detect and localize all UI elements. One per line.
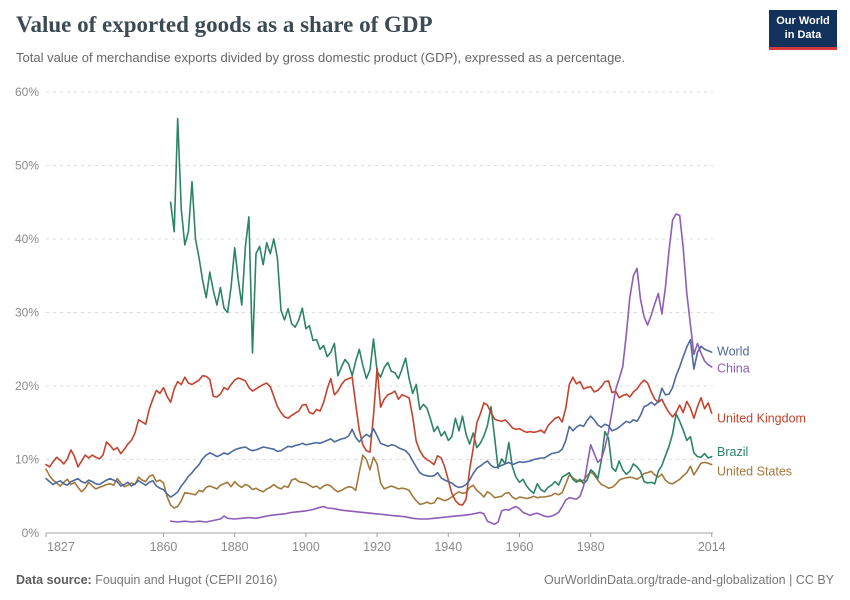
x-axis-label: 1900 bbox=[292, 540, 320, 554]
page-title: Value of exported goods as a share of GD… bbox=[16, 12, 433, 37]
x-axis-label: 1827 bbox=[47, 540, 75, 554]
series-label-china: China bbox=[717, 361, 750, 375]
owid-logo-line1: Our World bbox=[776, 15, 830, 27]
y-axis-label: 40% bbox=[15, 232, 39, 246]
owid-logo-line2: in Data bbox=[784, 28, 822, 41]
series-line-china bbox=[169, 213, 713, 526]
page-subtitle: Total value of merchandise exports divid… bbox=[16, 50, 626, 65]
series-line-united-states bbox=[45, 454, 713, 509]
series-line-united-kingdom bbox=[45, 367, 713, 506]
y-axis-label: 20% bbox=[15, 379, 39, 393]
y-axis-label: 30% bbox=[15, 306, 39, 320]
data-source: Data source: Fouquin and Hugot (CEPII 20… bbox=[16, 573, 277, 587]
y-axis-label: 60% bbox=[15, 85, 39, 99]
x-axis-label: 1980 bbox=[577, 540, 605, 554]
credit-line: OurWorldinData.org/trade-and-globalizati… bbox=[544, 573, 834, 587]
x-axis-label: 1960 bbox=[506, 540, 534, 554]
owid-logo: Our World in Data bbox=[769, 10, 837, 50]
series-label-brazil: Brazil bbox=[717, 445, 748, 459]
series-line-brazil bbox=[169, 117, 713, 495]
x-axis-label: 1940 bbox=[434, 540, 462, 554]
x-axis-label: 1920 bbox=[363, 540, 391, 554]
data-source-value: Fouquin and Hugot (CEPII 2016) bbox=[91, 573, 278, 587]
y-axis-label: 50% bbox=[15, 159, 39, 173]
x-axis-label: 2014 bbox=[698, 540, 726, 554]
y-axis-label: 10% bbox=[15, 453, 39, 467]
x-axis-label: 1880 bbox=[221, 540, 249, 554]
x-axis-label: 1860 bbox=[150, 540, 178, 554]
series-line-world bbox=[45, 338, 713, 498]
series-label-united-kingdom: United Kingdom bbox=[717, 411, 806, 425]
y-axis-label: 0% bbox=[22, 526, 40, 540]
series-label-world: World bbox=[717, 344, 749, 358]
series-label-united-states: United States bbox=[717, 464, 792, 478]
data-source-label: Data source: bbox=[16, 573, 92, 587]
